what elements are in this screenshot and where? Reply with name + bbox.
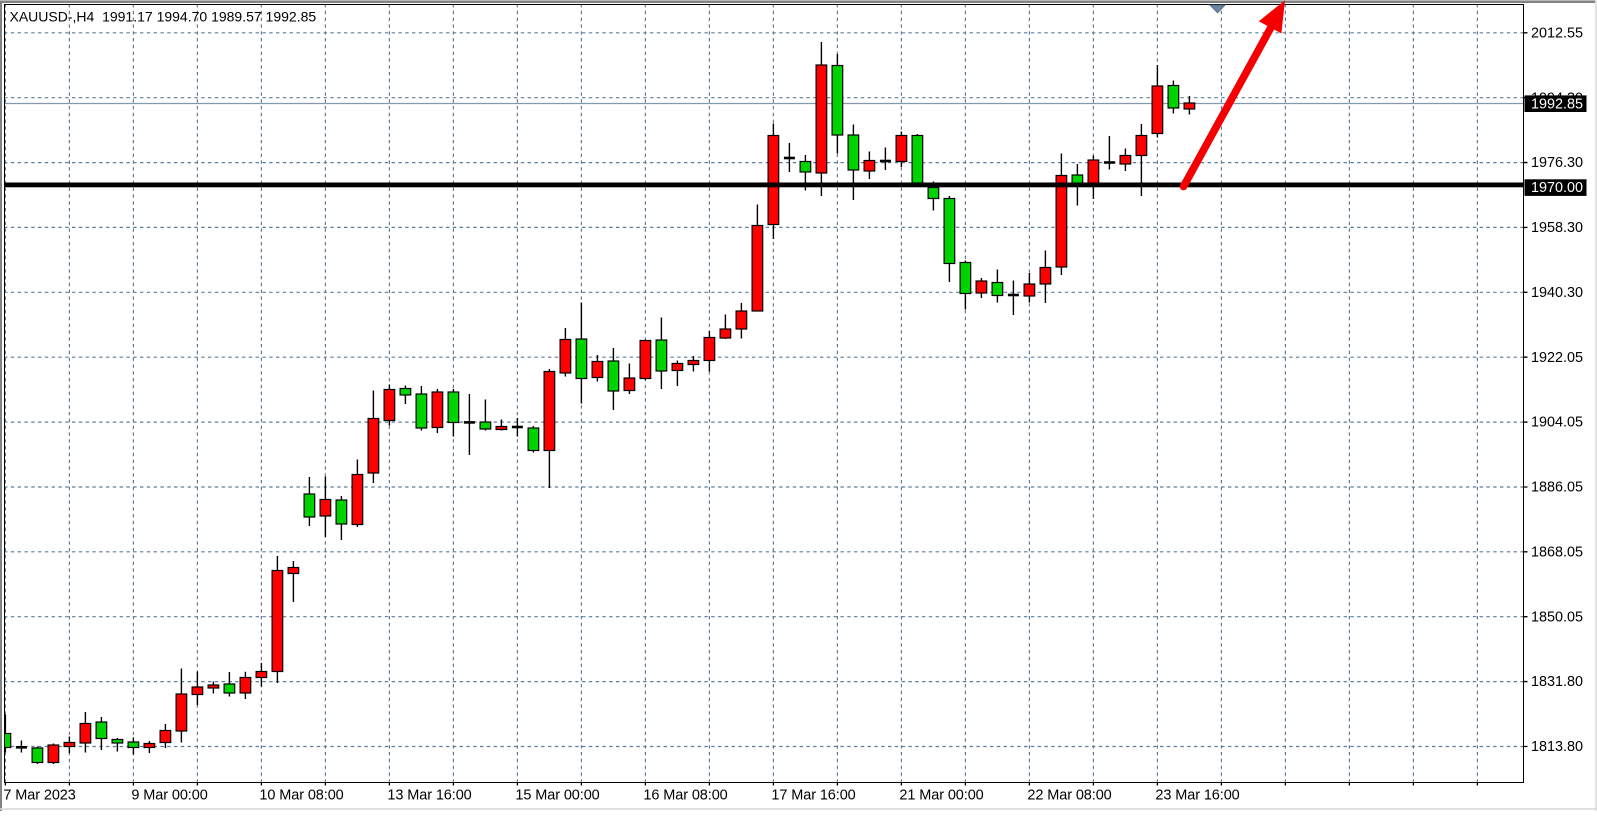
svg-text:1970.00: 1970.00 bbox=[1531, 180, 1583, 196]
svg-text:1904.05: 1904.05 bbox=[1531, 415, 1583, 431]
svg-text:13 Mar 16:00: 13 Mar 16:00 bbox=[387, 788, 471, 804]
svg-text:1850.05: 1850.05 bbox=[1531, 609, 1583, 625]
svg-text:17 Mar 16:00: 17 Mar 16:00 bbox=[771, 788, 855, 804]
svg-text:1922.05: 1922.05 bbox=[1531, 350, 1583, 366]
svg-text:15 Mar 00:00: 15 Mar 00:00 bbox=[515, 788, 599, 804]
svg-text:XAUUSD-,H4 1991.17 1994.70 19: XAUUSD-,H4 1991.17 1994.70 1989.57 1992.… bbox=[10, 8, 317, 24]
svg-text:21 Mar 00:00: 21 Mar 00:00 bbox=[899, 788, 983, 804]
svg-text:16 Mar 08:00: 16 Mar 08:00 bbox=[643, 788, 727, 804]
svg-text:1940.30: 1940.30 bbox=[1531, 285, 1583, 301]
svg-text:1831.80: 1831.80 bbox=[1531, 674, 1583, 690]
svg-text:10 Mar 08:00: 10 Mar 08:00 bbox=[259, 788, 343, 804]
svg-text:23 Mar 16:00: 23 Mar 16:00 bbox=[1155, 788, 1239, 804]
svg-text:9 Mar 00:00: 9 Mar 00:00 bbox=[131, 788, 207, 804]
svg-text:22 Mar 08:00: 22 Mar 08:00 bbox=[1027, 788, 1111, 804]
svg-text:2012.55: 2012.55 bbox=[1531, 25, 1583, 41]
svg-text:1868.05: 1868.05 bbox=[1531, 544, 1583, 560]
svg-text:1886.05: 1886.05 bbox=[1531, 480, 1583, 496]
svg-text:1976.30: 1976.30 bbox=[1531, 155, 1583, 171]
svg-text:1992.85: 1992.85 bbox=[1531, 96, 1583, 112]
svg-text:1958.30: 1958.30 bbox=[1531, 220, 1583, 236]
svg-text:1813.80: 1813.80 bbox=[1531, 739, 1583, 755]
svg-text:7 Mar 2023: 7 Mar 2023 bbox=[3, 788, 75, 804]
